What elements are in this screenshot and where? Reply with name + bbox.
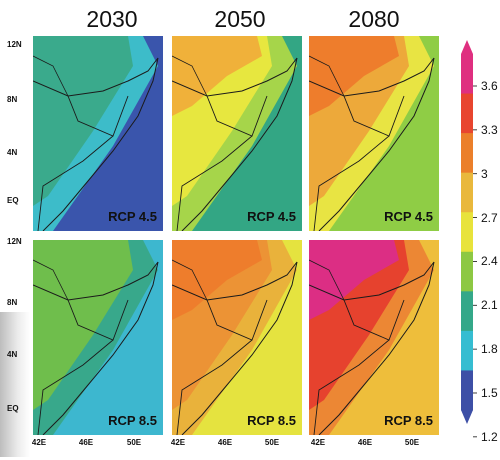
colorbar-tick-label: 3.3 — [481, 122, 498, 137]
lon-label: 50E — [126, 438, 142, 447]
map-panel-r2c1: RCP 8.5 — [33, 240, 163, 435]
east-coastline — [181, 57, 298, 231]
lon-label: 46E — [217, 438, 233, 447]
east-coastline — [181, 261, 298, 435]
colorbar-segment — [461, 370, 473, 411]
colorbar-segment — [461, 291, 473, 332]
country-border — [309, 259, 345, 301]
country-border — [309, 55, 345, 97]
column-title-2030: 2030 — [86, 6, 138, 32]
colorbar-tick-label: 2.1 — [481, 298, 498, 313]
lon-label: 46E — [357, 438, 373, 447]
east-coastline — [318, 57, 435, 231]
east-coastline — [42, 57, 159, 231]
lon-label: 46E — [78, 438, 94, 447]
scenario-label: RCP 8.5 — [108, 413, 157, 428]
lon-label: 42E — [170, 438, 186, 447]
colorbar-top-arrow — [461, 40, 473, 54]
lat-label: 4N — [7, 148, 18, 157]
country-border — [172, 259, 208, 301]
country-border — [343, 95, 405, 137]
lat-label: EQ — [7, 196, 19, 205]
colorbar-tick-label: 1.8 — [481, 342, 498, 357]
north-coastline — [172, 261, 298, 301]
column-title-2080: 2080 — [348, 6, 400, 32]
lat-label: 12N — [7, 40, 22, 49]
country-border — [37, 339, 114, 435]
map-panel-r2c2: RCP 8.5 — [172, 240, 302, 435]
country-border — [37, 135, 114, 231]
colorbar-tick-label: 3 — [481, 166, 488, 181]
scenario-label: RCP 4.5 — [384, 209, 433, 224]
scenario-label: RCP 4.5 — [247, 209, 296, 224]
north-coastline — [172, 57, 298, 97]
lat-label: 4N — [7, 350, 18, 359]
lon-label: 42E — [310, 438, 326, 447]
map-panel-r1c3: RCP 4.5 — [309, 36, 439, 231]
colorbar-tick-label: 3.6 — [481, 79, 498, 93]
country-border — [206, 299, 268, 341]
colorbar-segment — [461, 133, 473, 174]
country-border — [313, 135, 390, 231]
north-coastline — [309, 57, 435, 97]
lat-label: 8N — [7, 95, 18, 104]
colorbar-bottom-arrow — [461, 410, 473, 424]
lat-label: 12N — [7, 237, 22, 246]
map-zone-north — [172, 240, 262, 320]
colorbar-segment — [461, 330, 473, 371]
colorbar-segment — [461, 93, 473, 134]
country-border — [172, 55, 208, 97]
map-panel-r1c1: RCP 4.5 — [33, 36, 163, 231]
scenario-label: RCP 8.5 — [247, 413, 296, 428]
country-border — [313, 339, 390, 435]
scenario-label: RCP 8.5 — [384, 413, 433, 428]
map-zone-top — [33, 240, 133, 410]
country-border — [33, 259, 69, 301]
east-coastline — [42, 261, 159, 435]
map-panel-r1c2: RCP 4.5 — [172, 36, 302, 231]
scenario-label: RCP 4.5 — [108, 209, 157, 224]
country-border — [67, 95, 129, 137]
column-title-2050: 2050 — [214, 6, 266, 32]
colorbar-segment — [461, 251, 473, 292]
north-coastline — [33, 57, 159, 97]
lon-label: 50E — [404, 438, 420, 447]
colorbar-tick-label: 2.7 — [481, 210, 498, 225]
colorbar-tick-label: 1.2 — [481, 429, 498, 444]
map-panel-r2c3: RCP 8.5 — [309, 240, 439, 435]
north-coastline — [33, 261, 159, 301]
colorbar-tick-label: 1.5 — [481, 385, 498, 400]
map-zone-north — [309, 240, 399, 320]
colorbar-tick-label: 2.4 — [481, 254, 498, 269]
map-zone-north — [172, 36, 262, 116]
country-border — [33, 55, 69, 97]
lon-label: 42E — [31, 438, 47, 447]
colorbar-segment — [461, 172, 473, 213]
map-zone-top — [33, 36, 133, 206]
map-zone-north — [309, 36, 399, 116]
lat-label: EQ — [7, 404, 19, 413]
left-edge-shadow — [0, 312, 30, 457]
country-border — [176, 339, 253, 435]
colorbar-segment — [461, 54, 473, 95]
lat-label: 8N — [7, 298, 18, 307]
colorbar-segment — [461, 212, 473, 253]
country-border — [67, 299, 129, 341]
country-border — [343, 299, 405, 341]
country-border — [176, 135, 253, 231]
lon-label: 50E — [264, 438, 280, 447]
country-border — [206, 95, 268, 137]
east-coastline — [318, 261, 435, 435]
north-coastline — [309, 261, 435, 301]
colorbar — [461, 40, 477, 438]
